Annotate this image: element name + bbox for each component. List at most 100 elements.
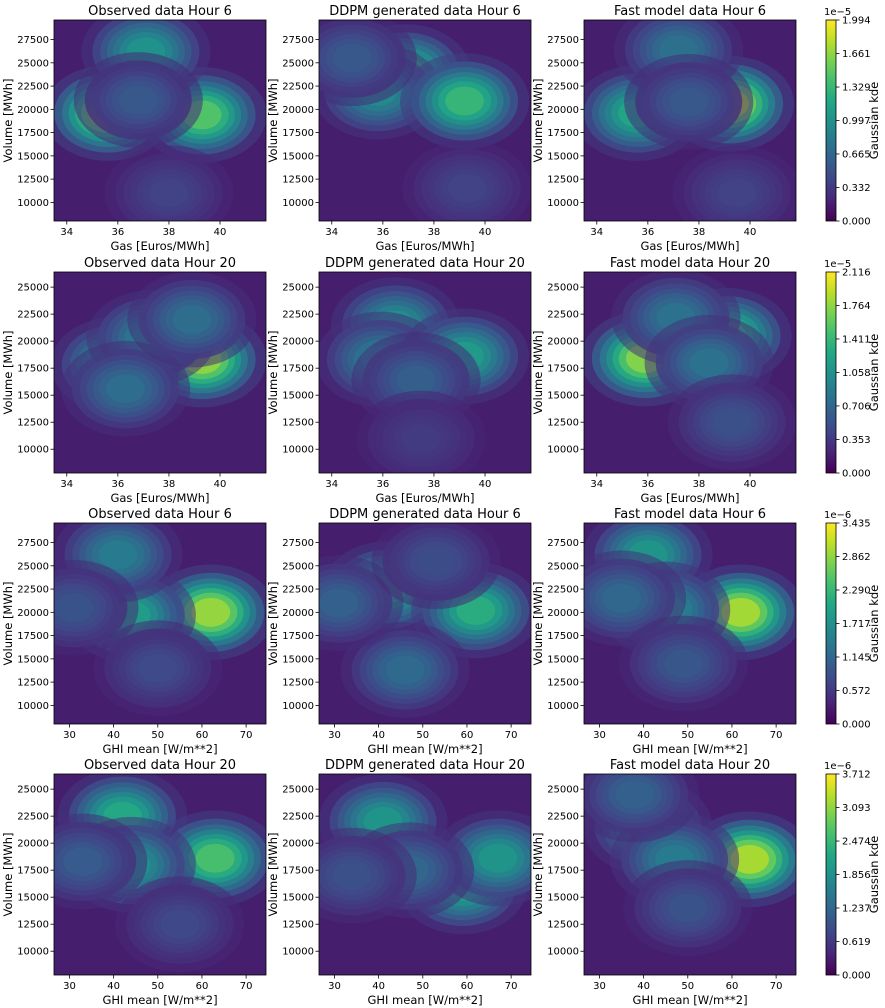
density-contour [160,909,200,939]
kde-panel-r0-c0: Observed data Hour 6 34 36 38 40 10000 12500 15… [1,4,267,253]
x-axis-label: Gas [Euros/MWh] [375,239,474,253]
density-contour [721,597,761,627]
x-tick-label: 36 [111,479,124,490]
y-axis-label: Volume [MWh] [266,582,280,666]
y-tick-label: 12500 [282,418,314,429]
x-tick-label: 50 [681,730,694,741]
y-tick-label: 12500 [282,678,314,689]
y-tick-label: 20000 [282,337,314,348]
y-tick-label: 17500 [547,128,579,139]
density-contour [332,43,372,73]
colorbar-label: Gaussian kde [867,334,881,411]
y-tick-label: 12500 [17,175,49,186]
x-tick-label: 30 [593,730,606,741]
panel-frame [583,19,797,222]
y-tick-label: 20000 [547,839,579,850]
density-contour [668,893,708,923]
y-tick-label: 25000 [547,785,579,796]
x-tick-label: 40 [372,981,385,992]
y-tick-label: 15000 [547,391,579,402]
y-tick-label: 22500 [547,310,579,321]
density-layer [54,523,266,724]
panel-frame [53,773,267,976]
colorbar-tick-label: 0.572 [842,686,871,697]
density-contour [445,86,484,116]
y-tick-label: 25000 [547,283,579,294]
x-tick-label: 40 [637,730,650,741]
x-axis-label: GHI mean [W/m**2] [632,993,747,1007]
y-tick-label: 25000 [282,283,314,294]
colorbar-scale [825,773,837,976]
x-tick-label: 30 [63,730,76,741]
density-contour [63,847,103,876]
y-tick-label: 25000 [282,58,314,69]
y-tick-label: 15000 [547,654,579,665]
kde-panel-r1-c1: DDPM generated data Hour 20 34 36 38 40 10000… [266,256,532,505]
colorbar-tick-label: 1.058 [842,368,871,379]
density-layer [584,774,796,975]
colorbar-tick-label: 1.764 [842,301,871,312]
y-tick-label: 10000 [17,701,49,712]
kde-panel-r1-c2: Fast model data Hour 20 34 36 38 40 10000 1250… [531,256,797,505]
colorbar-tick-label: 3.712 [842,770,871,781]
density-contour [712,407,752,437]
colorbar-tick-label: 1.411 [842,334,871,345]
colorbar-tick-label: 2.290 [842,586,871,597]
colorbar-tick-label: 0.332 [842,183,871,194]
y-tick-label: 12500 [282,175,314,186]
density-contour [149,178,189,208]
x-tick-label: 60 [196,981,209,992]
panel-title: DDPM generated data Hour 20 [325,758,525,773]
colorbar-exponent: 1e−6 [824,761,851,772]
density-contour [717,178,757,208]
y-tick-label: 22500 [547,82,579,93]
density-contour [401,424,441,453]
x-tick-label: 40 [744,479,757,490]
kde-panel-r1-c0: Observed data Hour 20 34 36 38 40 10000 12500 1… [1,256,267,505]
x-tick-label: 40 [214,227,227,238]
y-tick-label: 22500 [17,82,49,93]
y-tick-label: 12500 [547,678,579,689]
y-tick-label: 22500 [17,585,49,596]
y-tick-label: 15000 [17,893,49,904]
density-contour [191,597,231,627]
kde-panel-r0-c2: Fast model data Hour 6 34 36 38 40 10000 12500… [531,4,797,253]
colorbar-tick-label: 0.000 [842,217,871,228]
colorbar-tick-label: 1.145 [842,653,871,664]
panel-frame [583,271,797,474]
x-axis-label: GHI mean [W/m**2] [367,993,482,1007]
density-contour [447,174,487,203]
x-tick-label: 70 [505,730,518,741]
x-tick-label: 36 [376,227,389,238]
y-tick-label: 15000 [17,391,49,402]
panel-frame [53,19,267,222]
y-tick-label: 15000 [547,151,579,162]
y-axis-label: Volume [MWh] [1,331,15,415]
density-layer [584,272,796,473]
x-tick-label: 50 [681,981,694,992]
x-tick-label: 50 [151,981,164,992]
colorbar-tick-label: 0.000 [842,971,871,982]
y-tick-label: 10000 [547,445,579,456]
y-tick-label: 15000 [17,151,49,162]
y-axis-label: Volume [MWh] [1,833,15,917]
x-axis-label: Gas [Euros/MWh] [640,239,739,253]
y-tick-label: 12500 [547,418,579,429]
y-tick-label: 20000 [17,839,49,850]
y-tick-label: 20000 [282,105,314,116]
y-axis-label: Volume [MWh] [266,331,280,415]
y-tick-label: 25000 [282,785,314,796]
y-axis-label: Volume [MWh] [266,833,280,917]
density-layer [319,774,531,975]
x-tick-label: 30 [593,981,606,992]
density-contour [118,85,158,115]
y-tick-label: 27500 [547,35,579,46]
density-layer [319,20,531,221]
x-tick-label: 30 [328,730,341,741]
y-tick-label: 12500 [17,678,49,689]
x-tick-label: 40 [107,730,120,741]
colorbar-tick-label: 1.661 [842,49,871,60]
y-axis-label: Volume [MWh] [531,331,545,415]
panel-title: Fast model data Hour 6 [614,507,766,522]
